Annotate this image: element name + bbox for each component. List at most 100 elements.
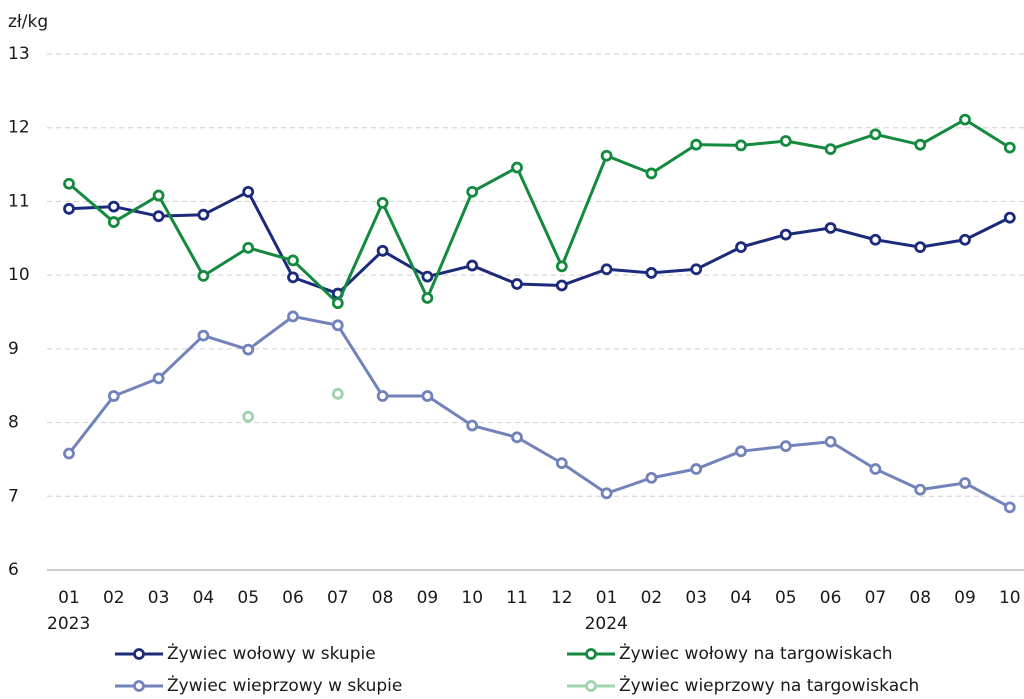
y-tick-label: 8 — [8, 413, 19, 433]
point — [959, 233, 971, 246]
y-tick-label: 10 — [8, 265, 30, 285]
series-line — [67, 314, 1011, 509]
point — [376, 197, 389, 209]
series-line — [68, 118, 1011, 305]
x-tick-label: 03 — [148, 588, 170, 608]
legend-label: Żywiec wieprzowy na targowiskach — [619, 675, 919, 696]
point — [869, 233, 882, 246]
legend-marker — [585, 680, 597, 692]
point — [242, 185, 255, 198]
point — [555, 457, 568, 470]
point — [779, 228, 792, 241]
point — [959, 477, 971, 489]
x-tick-label: 04 — [193, 588, 215, 608]
point — [959, 113, 971, 126]
point — [242, 343, 255, 356]
x-tick-label: 01 — [596, 588, 618, 608]
point — [735, 445, 747, 458]
point — [107, 200, 120, 213]
point — [555, 260, 568, 273]
x-tick-label: 05 — [775, 588, 797, 608]
x-tick-label: 09 — [954, 588, 976, 608]
x-tick-label: 08 — [909, 588, 931, 608]
point — [600, 487, 613, 500]
point — [600, 149, 613, 162]
point — [511, 431, 523, 444]
point — [466, 419, 479, 432]
point — [197, 208, 210, 221]
point — [869, 128, 882, 141]
x-tick-label: 02 — [641, 588, 663, 608]
point — [152, 189, 165, 202]
point — [63, 447, 75, 460]
x-tick-label: 07 — [865, 588, 887, 608]
x-year-label: 2023 — [47, 614, 90, 634]
point — [645, 471, 658, 484]
point — [287, 254, 299, 267]
point — [421, 390, 434, 402]
point — [600, 263, 613, 276]
legend-label: Żywiec wołowy na targowiskach — [619, 643, 893, 664]
x-tick-label: 01 — [58, 588, 80, 608]
point — [511, 278, 523, 290]
point — [376, 244, 389, 257]
point — [197, 269, 210, 282]
point — [779, 135, 792, 147]
x-tick-label: 08 — [372, 588, 394, 608]
point — [287, 310, 299, 323]
point — [152, 372, 165, 385]
point — [824, 435, 837, 448]
x-tick-label: 12 — [551, 588, 573, 608]
point — [466, 185, 479, 198]
point — [735, 241, 747, 254]
point — [421, 292, 434, 304]
point — [466, 259, 479, 272]
legend-marker — [585, 648, 597, 660]
point — [242, 410, 255, 423]
y-tick-label: 9 — [8, 339, 19, 359]
x-tick-label: 06 — [820, 588, 842, 608]
point — [690, 138, 703, 151]
point — [107, 216, 120, 228]
x-tick-label: 02 — [103, 588, 125, 608]
point — [735, 139, 747, 152]
x-tick-label: 03 — [685, 588, 707, 608]
x-tick-label: 06 — [282, 588, 304, 608]
point — [914, 138, 927, 151]
point — [63, 202, 75, 215]
x-tick-label: 04 — [730, 588, 752, 608]
x-tick-label: 05 — [237, 588, 259, 608]
y-tick-label: 13 — [8, 44, 30, 64]
legend-label: Żywiec wieprzowy w skupie — [167, 675, 402, 696]
point — [645, 267, 658, 279]
y-tick-label: 6 — [8, 560, 19, 580]
point — [914, 483, 927, 496]
x-tick-label: 11 — [506, 588, 528, 608]
point — [1003, 141, 1016, 154]
y-axis-label: zł/kg — [8, 12, 48, 32]
point — [242, 241, 255, 254]
point — [645, 167, 658, 180]
point — [287, 271, 299, 284]
point — [869, 463, 882, 475]
point — [511, 161, 523, 174]
x-tick-label: 07 — [327, 588, 349, 608]
point — [331, 387, 344, 400]
point — [555, 279, 568, 292]
series-line — [68, 190, 1011, 296]
point — [824, 143, 837, 155]
legend-marker — [133, 680, 145, 692]
legend-label: Żywiec wołowy w skupie — [167, 643, 376, 664]
x-year-label: 2024 — [585, 614, 628, 634]
point — [914, 241, 927, 254]
x-tick-label: 09 — [417, 588, 439, 608]
point — [376, 390, 389, 402]
point — [152, 210, 165, 223]
point — [1003, 211, 1016, 224]
point — [690, 463, 703, 475]
legend-marker — [133, 648, 145, 660]
point — [779, 440, 792, 453]
point — [690, 263, 703, 276]
